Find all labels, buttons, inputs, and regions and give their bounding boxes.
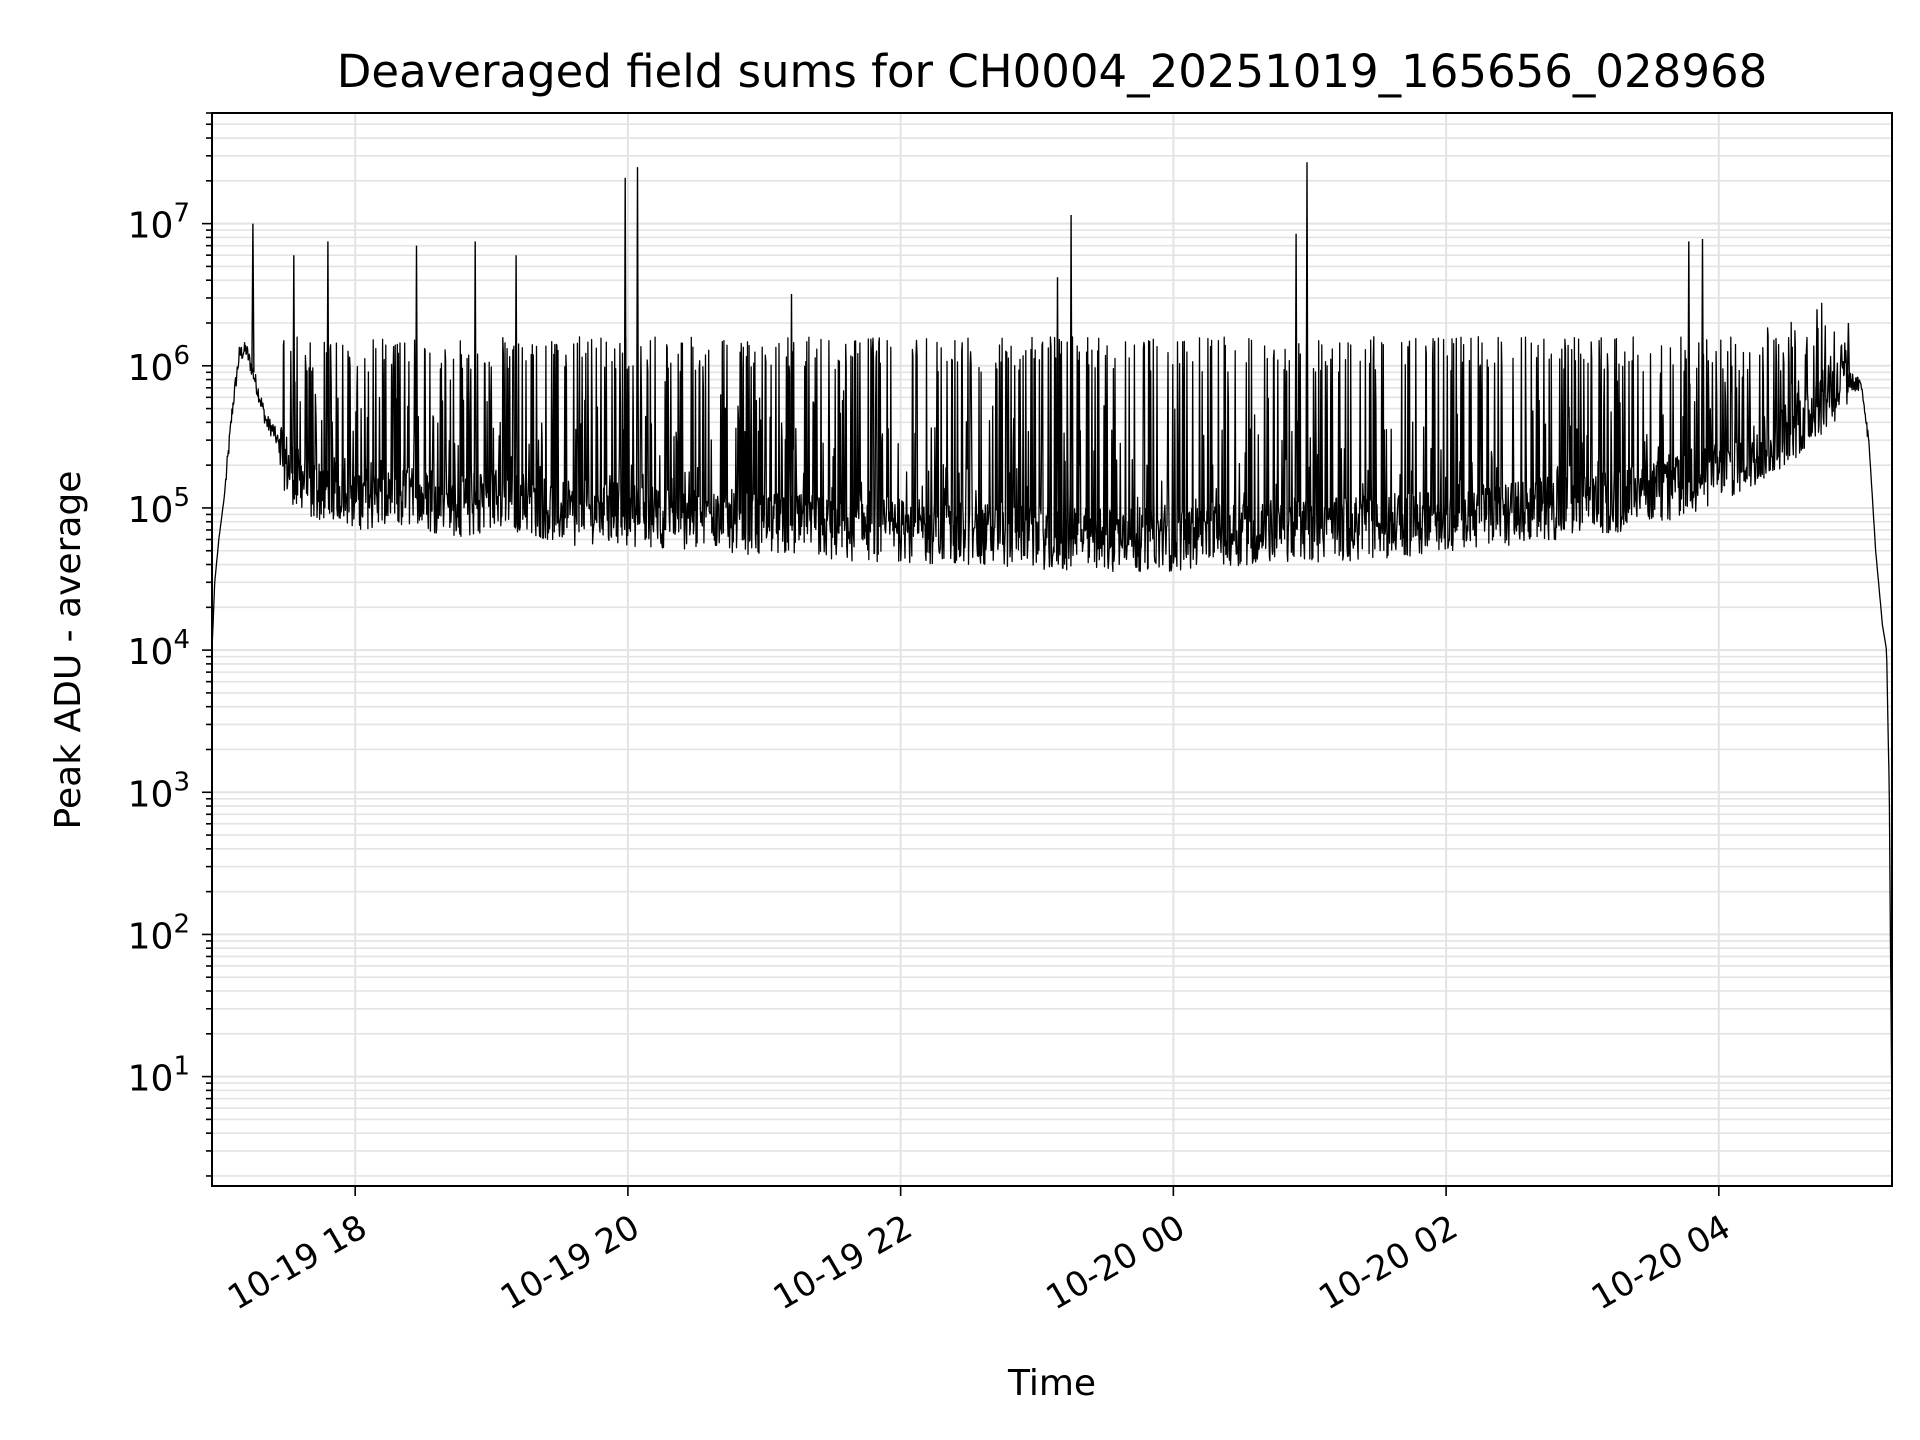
y-tick-label: 107	[128, 199, 190, 247]
x-axis-label: Time	[1007, 1363, 1096, 1404]
y-axis-label: Peak ADU - average	[48, 471, 89, 830]
series-spikes	[251, 162, 1851, 540]
series-line	[211, 302, 1893, 1134]
y-tick-label: 106	[128, 341, 190, 389]
y-tick-label: 105	[128, 483, 190, 531]
y-tick-label: 104	[128, 625, 190, 673]
y-tick-label: 101	[128, 1052, 190, 1100]
y-tick-label: 102	[128, 909, 190, 957]
chart-title: Deaveraged field sums for CH0004_2025101…	[337, 45, 1767, 98]
y-tick-label: 103	[128, 767, 190, 815]
data-series	[211, 162, 1893, 1134]
